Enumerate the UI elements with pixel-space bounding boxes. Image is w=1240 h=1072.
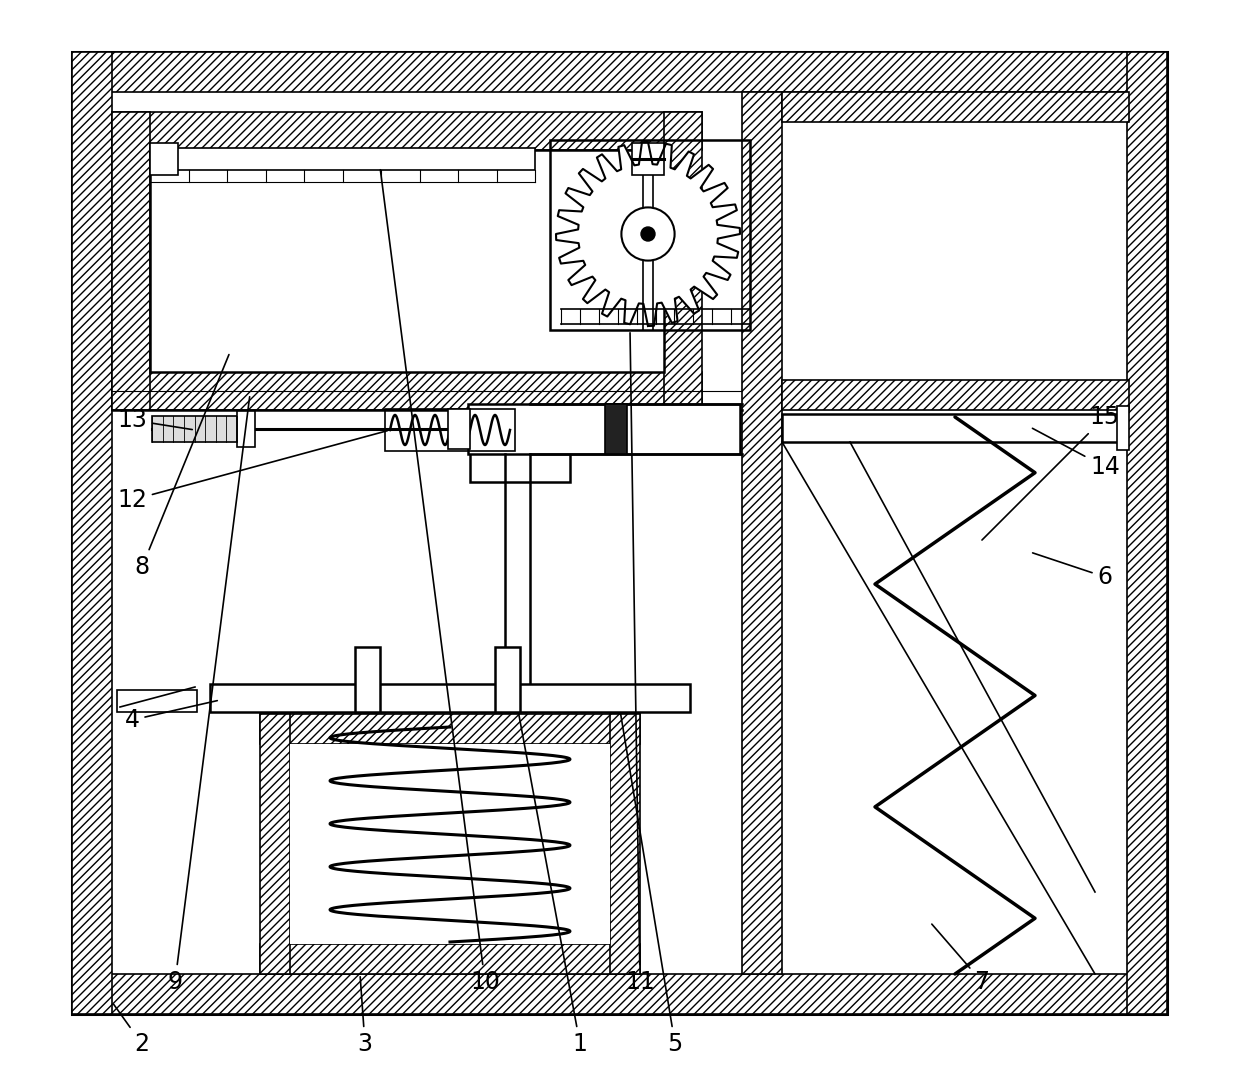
Text: 14: 14 (1033, 429, 1120, 479)
Bar (467, 404, 740, 455)
Bar (112, 372, 702, 410)
Text: 3: 3 (357, 977, 372, 1056)
Text: 5: 5 (620, 713, 683, 1056)
Text: 7: 7 (931, 924, 990, 994)
Bar (1117, 406, 1128, 450)
Bar (112, 111, 702, 150)
Bar (632, 143, 663, 175)
Bar (237, 411, 255, 447)
Bar (495, 647, 520, 712)
Bar (290, 744, 610, 944)
Text: 4: 4 (124, 701, 217, 732)
Bar (663, 111, 702, 410)
Text: 8: 8 (134, 355, 229, 579)
Bar (610, 714, 640, 974)
Bar (782, 379, 1128, 410)
Text: 12: 12 (117, 431, 387, 512)
Text: 1: 1 (518, 713, 588, 1056)
Bar (210, 684, 689, 712)
Bar (782, 92, 1128, 122)
Text: 6: 6 (1033, 553, 1112, 589)
Bar (150, 148, 534, 170)
Bar (384, 410, 515, 451)
Bar (153, 416, 237, 442)
Bar (260, 714, 290, 974)
Bar (150, 150, 663, 372)
Text: 15: 15 (982, 405, 1120, 540)
Bar (117, 689, 197, 712)
Bar (782, 414, 1127, 442)
Text: 11: 11 (625, 332, 655, 994)
Polygon shape (556, 142, 740, 326)
Bar (112, 111, 150, 410)
Bar (470, 427, 570, 482)
Bar (355, 647, 379, 712)
Bar (742, 92, 782, 974)
Bar (72, 53, 1167, 92)
Bar (260, 944, 640, 974)
Bar (551, 140, 750, 330)
Text: 9: 9 (167, 397, 249, 994)
Bar (1127, 53, 1167, 1014)
Circle shape (641, 227, 655, 241)
Circle shape (621, 207, 675, 260)
Text: 13: 13 (117, 408, 192, 432)
Text: 2: 2 (114, 1004, 150, 1056)
Text: 10: 10 (381, 169, 500, 994)
Bar (72, 53, 1167, 1014)
Bar (605, 404, 627, 455)
Bar (72, 53, 112, 1014)
Bar (150, 143, 179, 175)
Bar (260, 714, 640, 744)
Bar (448, 410, 470, 449)
Bar (72, 974, 1167, 1014)
